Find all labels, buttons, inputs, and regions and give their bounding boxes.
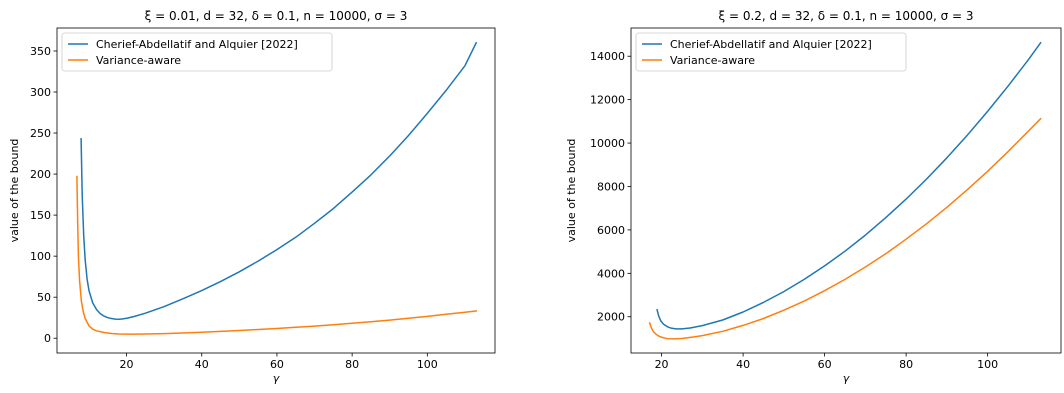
y-axis-label: value of the bound (8, 139, 21, 243)
x-axis-label: γ (843, 372, 850, 385)
x-tick-label: 100 (417, 358, 438, 371)
x-tick-label: 40 (195, 358, 209, 371)
legend: Cherief-Abdellatif and Alquier [2022] Var… (61, 32, 333, 72)
y-tick-label: 250 (30, 127, 51, 140)
series-line-1 (80, 41, 478, 320)
legend: Cherief-Abdellatif and Alquier [2022] Var… (635, 32, 907, 72)
y-tick-label: 4000 (597, 267, 625, 280)
series-line-2 (648, 117, 1042, 340)
y-axis-label: value of the bound (565, 139, 578, 243)
chart-1: 20 40 60 80 100 0 50 100 150 200 250 300 350 γ value o… (8, 9, 496, 385)
y-tick-label: 100 (30, 250, 51, 263)
x-tick-label: 60 (818, 358, 832, 371)
legend-box (635, 32, 907, 72)
y-tick-label: 0 (44, 332, 51, 345)
y-tick-label: 12000 (590, 94, 625, 107)
y-tick-label: 50 (37, 291, 51, 304)
chart-title: ξ = 0.01, d = 32, δ = 0.1, n = 10000, σ … (145, 9, 408, 23)
x-axis-label: γ (273, 372, 280, 385)
x-tick-label: 40 (736, 358, 750, 371)
x-tick-label: 80 (345, 358, 359, 371)
legend-label-2: Variance-aware (670, 54, 755, 67)
y-tick-label: 10000 (590, 137, 625, 150)
x-tick-label: 60 (270, 358, 284, 371)
chart-title: ξ = 0.2, d = 32, δ = 0.1, n = 10000, σ =… (718, 9, 973, 23)
y-tick-label: 150 (30, 209, 51, 222)
x-tick-label: 80 (899, 358, 913, 371)
legend-label-1: Cherief-Abdellatif and Alquier [2022] (670, 38, 872, 51)
x-tick-label: 100 (977, 358, 998, 371)
x-tick-label: 20 (120, 358, 134, 371)
series-line-1 (656, 41, 1042, 330)
legend-box (61, 32, 333, 72)
chart-2: 20 40 60 80 100 2000 4000 6000 8000 10000 12000 140… (565, 9, 1062, 385)
x-tick-label: 20 (655, 358, 669, 371)
y-tick-label: 200 (30, 168, 51, 181)
y-tick-label: 6000 (597, 224, 625, 237)
y-tick-label: 14000 (590, 50, 625, 63)
y-tick-label: 350 (30, 45, 51, 58)
legend-label-1: Cherief-Abdellatif and Alquier [2022] (96, 38, 298, 51)
y-tick-label: 2000 (597, 311, 625, 324)
legend-label-2: Variance-aware (96, 54, 181, 67)
y-tick-label: 8000 (597, 180, 625, 193)
y-tick-label: 300 (30, 86, 51, 99)
plot-frame (56, 27, 496, 354)
series-line-2 (76, 175, 478, 335)
plot-frame (630, 27, 1062, 354)
